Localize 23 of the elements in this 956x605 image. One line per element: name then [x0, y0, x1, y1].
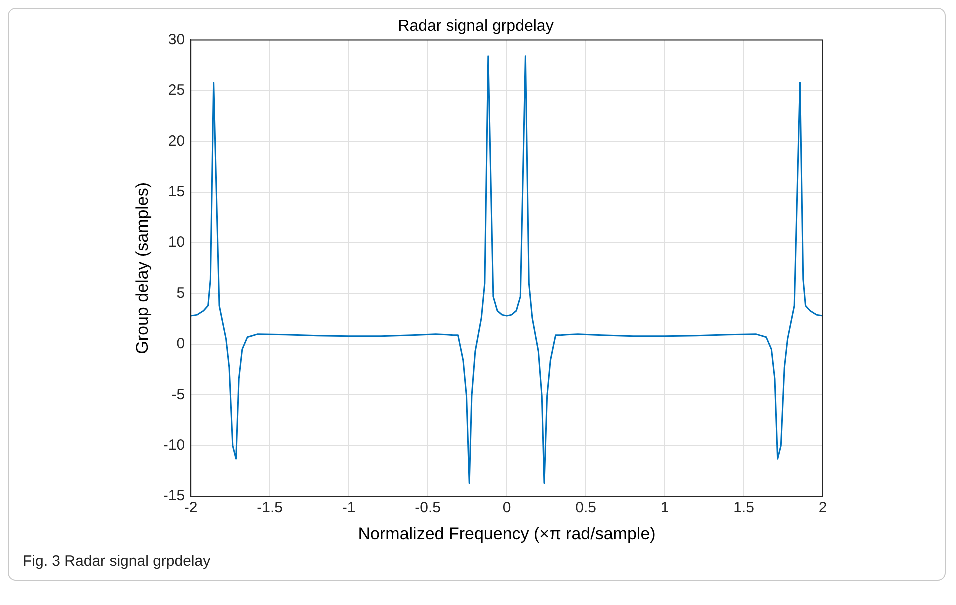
x-tick-label: -1.5 — [257, 500, 283, 517]
y-tick-label: 10 — [168, 234, 186, 252]
y-tick-label: -5 — [172, 386, 186, 404]
y-tick-label: 15 — [168, 183, 186, 200]
y-tick-label: 30 — [168, 31, 186, 48]
x-axis-title: Normalized Frequency (×π rad/sample) — [358, 524, 656, 544]
y-tick-label: 25 — [168, 82, 186, 100]
x-tick-label: 1.5 — [734, 500, 754, 517]
x-tick-label: 1 — [660, 500, 670, 517]
x-tick-label: -1 — [342, 500, 356, 517]
x-tick-label: 0.5 — [576, 500, 596, 517]
y-axis-title: Group delay (samples) — [132, 182, 152, 354]
y-tick-label: 20 — [168, 132, 186, 150]
x-tick-label: 2 — [818, 500, 828, 517]
chart-title: Radar signal grpdelay — [398, 18, 554, 36]
y-tick-label: 0 — [176, 336, 186, 353]
x-tick-label: 0 — [502, 500, 512, 517]
y-tick-label: -15 — [163, 488, 186, 505]
caption: Fig. 3 Radar signal grpdelay — [22, 552, 212, 572]
x-tick-label: -2 — [184, 500, 198, 517]
x-tick-label: -0.5 — [415, 500, 441, 517]
y-tick-label: 5 — [176, 284, 186, 302]
y-tick-label: -10 — [163, 437, 186, 454]
